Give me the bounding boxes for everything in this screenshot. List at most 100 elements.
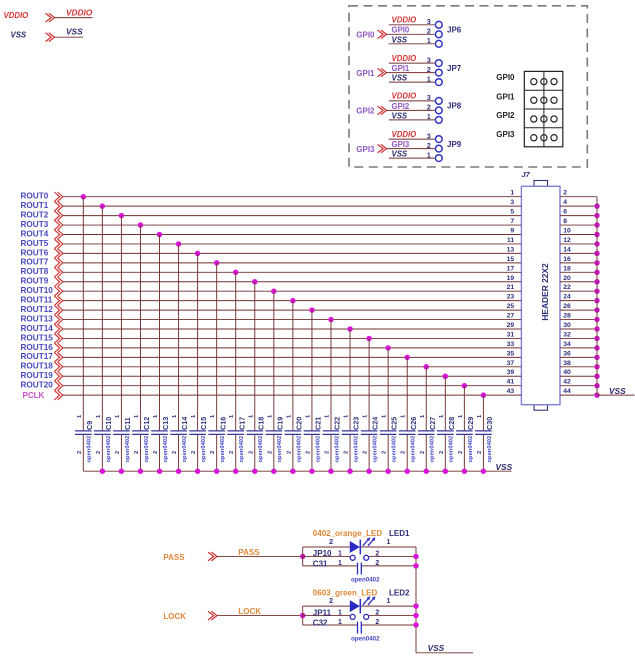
svg-text:2: 2 bbox=[458, 451, 464, 454]
svg-text:11: 11 bbox=[507, 237, 514, 244]
svg-text:GPI0: GPI0 bbox=[496, 73, 515, 82]
svg-text:C13: C13 bbox=[161, 417, 170, 430]
svg-text:ROUT5: ROUT5 bbox=[21, 239, 49, 248]
svg-text:C24: C24 bbox=[371, 417, 380, 430]
svg-text:15: 15 bbox=[507, 256, 515, 263]
svg-text:1: 1 bbox=[427, 114, 431, 121]
svg-text:35: 35 bbox=[507, 350, 515, 357]
svg-text:1: 1 bbox=[477, 415, 483, 418]
svg-text:open0402: open0402 bbox=[392, 436, 398, 463]
svg-text:VDDIO: VDDIO bbox=[392, 130, 417, 139]
svg-text:VDDIO: VDDIO bbox=[392, 54, 417, 63]
svg-text:22: 22 bbox=[563, 284, 571, 291]
svg-text:open0402: open0402 bbox=[201, 436, 207, 463]
svg-text:2: 2 bbox=[439, 451, 445, 454]
svg-text:1: 1 bbox=[134, 415, 140, 418]
svg-text:open0402: open0402 bbox=[220, 436, 226, 463]
svg-text:18: 18 bbox=[563, 265, 571, 272]
svg-text:C17: C17 bbox=[237, 417, 246, 430]
svg-text:4: 4 bbox=[563, 199, 567, 206]
svg-text:2: 2 bbox=[248, 451, 254, 454]
svg-text:1: 1 bbox=[439, 415, 445, 418]
svg-text:C26: C26 bbox=[409, 417, 418, 430]
svg-text:ROUT16: ROUT16 bbox=[21, 343, 54, 352]
svg-text:C20: C20 bbox=[295, 417, 304, 430]
svg-text:JP8: JP8 bbox=[447, 102, 462, 111]
svg-text:2: 2 bbox=[563, 190, 567, 197]
svg-text:8: 8 bbox=[563, 218, 567, 225]
svg-text:open0402: open0402 bbox=[353, 436, 359, 463]
svg-text:open0402: open0402 bbox=[373, 436, 379, 463]
svg-text:ROUT19: ROUT19 bbox=[21, 371, 54, 380]
svg-text:2: 2 bbox=[427, 143, 431, 150]
svg-text:1: 1 bbox=[210, 415, 216, 418]
svg-text:JP6: JP6 bbox=[447, 26, 462, 35]
svg-text:PASS: PASS bbox=[238, 548, 260, 557]
svg-text:open0402: open0402 bbox=[144, 436, 150, 463]
svg-text:1: 1 bbox=[420, 415, 426, 418]
svg-text:3: 3 bbox=[427, 19, 431, 26]
svg-text:C11: C11 bbox=[123, 417, 132, 430]
svg-text:VSS: VSS bbox=[496, 462, 513, 472]
svg-text:C32: C32 bbox=[313, 618, 328, 627]
svg-text:GPI1: GPI1 bbox=[496, 92, 515, 101]
svg-text:C23: C23 bbox=[352, 417, 361, 430]
svg-text:1: 1 bbox=[382, 415, 388, 418]
svg-text:2: 2 bbox=[427, 67, 431, 74]
svg-text:38: 38 bbox=[563, 360, 571, 367]
svg-text:JP7: JP7 bbox=[447, 64, 462, 73]
svg-text:41: 41 bbox=[507, 379, 515, 386]
svg-text:2: 2 bbox=[115, 451, 121, 454]
svg-text:JP11: JP11 bbox=[313, 608, 332, 617]
svg-text:2: 2 bbox=[375, 610, 379, 617]
svg-text:2: 2 bbox=[172, 451, 178, 454]
svg-text:1: 1 bbox=[77, 415, 83, 418]
svg-text:GPI2: GPI2 bbox=[392, 102, 410, 111]
svg-text:33: 33 bbox=[507, 341, 515, 348]
svg-text:1: 1 bbox=[510, 190, 514, 197]
svg-text:1: 1 bbox=[387, 598, 391, 605]
svg-text:open0402: open0402 bbox=[163, 436, 169, 463]
svg-text:1: 1 bbox=[427, 38, 431, 45]
svg-text:14: 14 bbox=[563, 246, 571, 253]
svg-text:open0402: open0402 bbox=[351, 577, 380, 584]
svg-text:2: 2 bbox=[267, 451, 273, 454]
svg-text:43: 43 bbox=[507, 388, 515, 395]
svg-text:2: 2 bbox=[229, 451, 235, 454]
svg-text:GPI0: GPI0 bbox=[392, 26, 410, 35]
svg-text:JP10: JP10 bbox=[313, 549, 332, 558]
svg-text:34: 34 bbox=[563, 341, 571, 348]
svg-text:C16: C16 bbox=[218, 417, 227, 430]
svg-text:C25: C25 bbox=[390, 417, 399, 430]
svg-text:32: 32 bbox=[563, 331, 571, 338]
svg-text:C18: C18 bbox=[256, 417, 265, 430]
svg-text:ROUT0: ROUT0 bbox=[21, 192, 49, 201]
svg-text:21: 21 bbox=[507, 284, 515, 291]
svg-text:open0402: open0402 bbox=[258, 436, 264, 463]
svg-text:PASS: PASS bbox=[163, 553, 185, 562]
svg-text:1: 1 bbox=[363, 415, 369, 418]
svg-text:open0402: open0402 bbox=[468, 436, 474, 463]
svg-text:5: 5 bbox=[510, 209, 514, 216]
svg-text:2: 2 bbox=[375, 551, 379, 558]
svg-text:2: 2 bbox=[329, 598, 333, 605]
svg-text:VDDIO: VDDIO bbox=[392, 92, 417, 101]
svg-text:2: 2 bbox=[375, 619, 379, 626]
svg-text:LED1: LED1 bbox=[389, 529, 410, 538]
svg-text:GPI1: GPI1 bbox=[356, 69, 375, 78]
svg-text:1: 1 bbox=[248, 415, 254, 418]
svg-text:28: 28 bbox=[563, 313, 571, 320]
svg-text:ROUT17: ROUT17 bbox=[21, 352, 54, 361]
svg-text:ROUT6: ROUT6 bbox=[21, 248, 49, 257]
svg-text:13: 13 bbox=[507, 246, 515, 253]
svg-text:1: 1 bbox=[115, 415, 121, 418]
svg-text:C21: C21 bbox=[314, 417, 323, 430]
svg-text:ROUT2: ROUT2 bbox=[21, 211, 49, 220]
svg-text:C28: C28 bbox=[447, 417, 456, 430]
svg-text:2: 2 bbox=[401, 451, 407, 454]
svg-text:VSS: VSS bbox=[11, 31, 27, 40]
svg-text:7: 7 bbox=[510, 218, 514, 225]
svg-text:VDDIO: VDDIO bbox=[392, 16, 417, 25]
svg-text:C19: C19 bbox=[275, 417, 284, 430]
svg-text:1: 1 bbox=[153, 415, 159, 418]
